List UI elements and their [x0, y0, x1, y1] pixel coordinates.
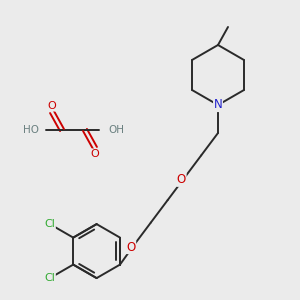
- Text: HO: HO: [23, 125, 39, 135]
- Text: O: O: [48, 101, 56, 111]
- Text: O: O: [177, 173, 186, 186]
- Text: O: O: [126, 241, 136, 254]
- Text: Cl: Cl: [44, 219, 55, 229]
- Text: OH: OH: [108, 125, 124, 135]
- Text: O: O: [91, 149, 99, 159]
- Text: Cl: Cl: [44, 273, 55, 283]
- Text: N: N: [214, 98, 222, 112]
